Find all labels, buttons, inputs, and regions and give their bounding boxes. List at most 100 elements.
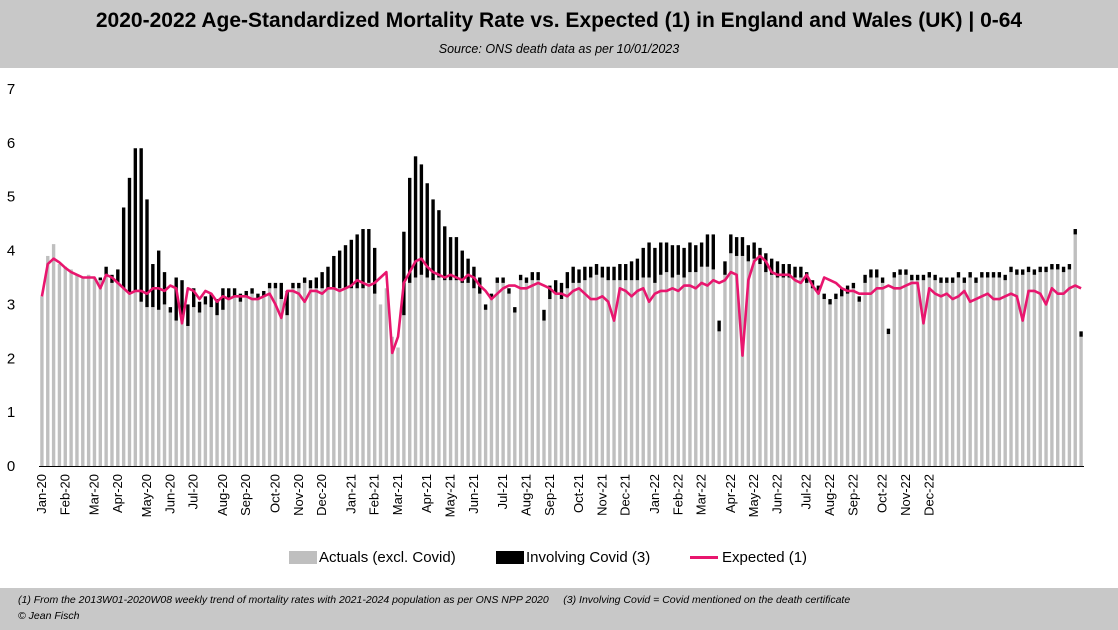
chart-title: 2020-2022 Age-Standardized Mortality Rat… <box>95 9 1023 32</box>
bar-covid <box>740 237 745 256</box>
bar-actuals <box>711 269 715 466</box>
bar-actuals <box>688 272 692 466</box>
bar-actuals <box>343 288 348 466</box>
bar-actuals <box>647 277 651 466</box>
bar-actuals <box>291 288 295 466</box>
bar-actuals <box>915 280 920 466</box>
bar-covid <box>565 272 570 289</box>
bar-covid <box>314 277 318 289</box>
bar-actuals <box>332 288 336 466</box>
bar-covid <box>991 272 996 278</box>
bar-actuals <box>641 277 645 466</box>
legend-covid-label: Involving Covid (3) <box>526 549 651 566</box>
bar-covid <box>915 274 920 281</box>
bar-actuals <box>723 274 727 466</box>
x-tick-label: May-22 <box>746 474 761 517</box>
bar-actuals <box>869 277 873 466</box>
bar-covid <box>641 247 645 278</box>
x-tick-label: Mar-22 <box>694 474 709 515</box>
bar-actuals <box>337 288 342 466</box>
bar-actuals <box>297 288 301 466</box>
bar-covid <box>647 242 651 278</box>
bar-actuals <box>594 274 599 466</box>
bar-covid <box>127 177 132 294</box>
bar-actuals <box>863 282 867 466</box>
y-tick-label: 7 <box>7 81 15 98</box>
x-tick-label: Sep-22 <box>845 474 860 516</box>
bar-covid <box>629 261 634 281</box>
bar-covid <box>250 288 254 294</box>
x-tick-label: Feb-22 <box>670 474 685 515</box>
x-tick-label: Jul-20 <box>186 474 201 509</box>
bar-actuals <box>98 280 102 466</box>
bar-actuals <box>285 315 289 466</box>
bar-covid <box>98 277 102 281</box>
y-tick-label: 4 <box>7 243 15 260</box>
bar-covid <box>717 320 721 332</box>
legend-actuals: Actuals (excl. Covid) <box>289 549 456 566</box>
bar-actuals <box>635 280 640 466</box>
bar-actuals <box>682 277 686 466</box>
bar-covid <box>921 274 926 281</box>
bar-actuals <box>618 280 622 466</box>
bar-actuals <box>857 301 861 466</box>
x-tick-label: Nov-21 <box>594 474 609 516</box>
bar-actuals <box>232 296 237 466</box>
bar-actuals <box>892 277 896 466</box>
bar-covid <box>1056 264 1060 270</box>
bar-covid <box>1003 274 1007 281</box>
y-tick-label: 3 <box>7 296 15 313</box>
bar-covid <box>933 274 937 281</box>
bar-actuals <box>1044 272 1048 466</box>
bar-covid <box>624 264 628 281</box>
bar-actuals <box>898 274 902 466</box>
bar-actuals <box>834 299 838 466</box>
bar-actuals <box>559 299 564 466</box>
x-tick-label: Oct-20 <box>267 474 282 513</box>
bar-covid <box>332 255 336 289</box>
bar-covid <box>483 304 488 310</box>
bar-covid <box>1067 264 1072 270</box>
bar-covid <box>734 237 739 256</box>
bar-covid <box>583 266 587 281</box>
bar-covid <box>1038 266 1042 273</box>
bar-covid <box>904 269 908 275</box>
x-tick-label: Feb-20 <box>57 474 72 515</box>
bar-covid <box>192 288 196 308</box>
bar-actuals <box>1079 336 1083 466</box>
bar-actuals <box>805 282 809 466</box>
bar-covid <box>116 269 120 283</box>
bar-covid <box>308 280 313 289</box>
bar-covid <box>945 277 949 283</box>
bar-covid <box>419 164 424 275</box>
bar-actuals <box>489 299 494 466</box>
bar-covid <box>659 242 663 275</box>
bar-covid <box>781 264 786 278</box>
x-tick-label: Apr-20 <box>110 474 125 513</box>
bar-covid <box>232 288 237 297</box>
bar-covid <box>238 293 243 302</box>
bar-covid <box>600 266 605 278</box>
bar-actuals <box>162 304 167 466</box>
x-tick-label: Nov-22 <box>898 474 913 516</box>
bar-actuals <box>659 274 663 466</box>
bar-actuals <box>104 274 108 466</box>
bar-covid <box>437 210 441 278</box>
bar-covid <box>1073 229 1077 235</box>
bar-actuals <box>799 277 803 466</box>
y-tick-label: 2 <box>7 350 15 367</box>
bar-actuals <box>174 320 178 466</box>
bar-actuals <box>215 315 219 466</box>
x-tick-label: Jun-22 <box>770 474 785 514</box>
bar-actuals <box>1056 269 1060 466</box>
bar-actuals <box>1050 269 1054 466</box>
bar-actuals <box>127 293 132 466</box>
bar-covid <box>320 272 324 289</box>
bar-covid <box>186 304 190 326</box>
x-tick-label: Mar-21 <box>390 474 405 515</box>
bar-actuals <box>349 288 354 466</box>
bar-covid <box>267 282 272 289</box>
x-tick-label: Oct-21 <box>571 474 586 513</box>
bar-covid <box>1015 269 1019 275</box>
bar-covid <box>151 264 155 308</box>
